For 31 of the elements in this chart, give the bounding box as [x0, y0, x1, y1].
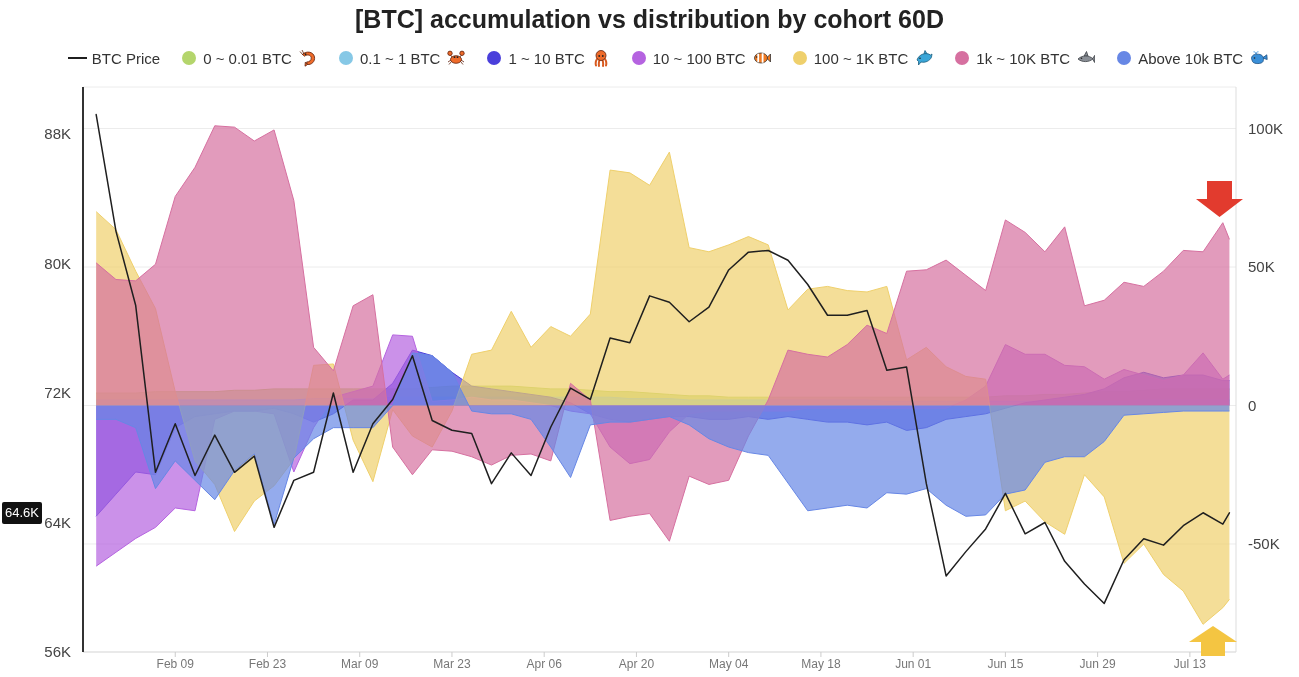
y-tick-label: 72K	[44, 384, 71, 402]
x-tick-label: Jul 13	[1173, 656, 1207, 671]
x-tick-label: Jun 15	[987, 656, 1024, 671]
chart-title: [BTC] accumulation vs distribution by cohort 60D	[354, 5, 945, 34]
legend-label: 1 ~ 10 BTC	[508, 49, 585, 67]
x-tick-label: May 18	[801, 656, 841, 671]
x-tick-label: Feb 23	[248, 656, 287, 671]
x-tick-label: Feb 09	[156, 656, 195, 671]
x-tick-label: Jun 01	[895, 656, 932, 671]
legend-label: Above 10k BTC	[1138, 49, 1244, 67]
x-tick-label: Apr 06	[526, 656, 563, 671]
text: 64.6K	[2, 501, 42, 524]
y2-tick-label: 50K	[1248, 258, 1275, 276]
y2-tick-label: -50K	[1248, 535, 1280, 553]
y-tick-label: 80K	[44, 254, 71, 272]
y-tick-label: 64K	[44, 513, 71, 531]
x-tick-label: Mar 23	[433, 656, 471, 671]
legend-label: 10 ~ 100 BTC	[652, 49, 746, 67]
y2-tick-label: 100K	[1248, 119, 1284, 137]
legend-label: 0 ~ 0.01 BTC	[203, 49, 292, 67]
legend-label: 1k ~ 10K BTC	[976, 49, 1071, 67]
x-tick-label: Mar 09	[341, 656, 379, 671]
y-tick-label: 88K	[44, 125, 71, 143]
legend-label: BTC Price	[91, 49, 161, 67]
y-tick-label: 56K	[44, 643, 71, 661]
x-tick-label: Apr 20	[618, 656, 655, 671]
x-tick-label: May 04	[709, 656, 749, 671]
legend-label: 100 ~ 1K BTC	[813, 49, 909, 67]
y2-tick-label: 0	[1248, 396, 1257, 414]
x-tick-label: Jun 29	[1079, 656, 1116, 671]
legend-label: 0.1 ~ 1 BTC	[359, 49, 441, 67]
